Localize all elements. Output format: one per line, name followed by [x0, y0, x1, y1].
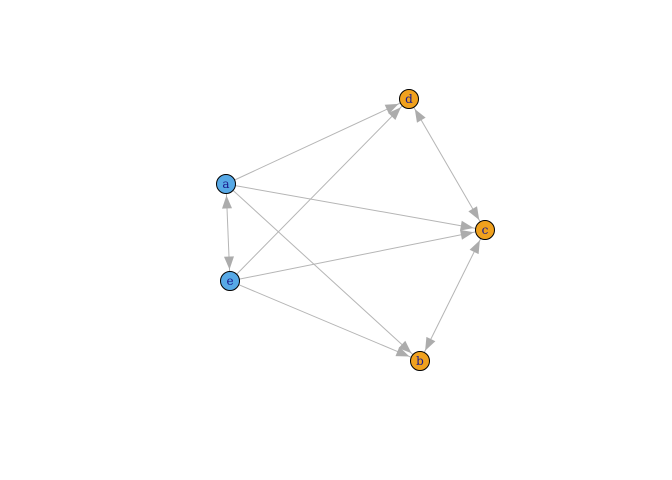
node-c — [475, 220, 495, 240]
arrowhead-into-c-from-b — [469, 240, 480, 255]
arrowhead-into-c-from-a — [460, 220, 474, 231]
arrowhead-into-d-from-e — [388, 107, 401, 120]
edge-c-d — [413, 106, 481, 223]
node-d — [399, 89, 419, 109]
node-a — [216, 174, 236, 194]
edge-e-c — [239, 231, 476, 280]
arrowhead-into-a-from-e — [222, 195, 233, 209]
node-b — [410, 351, 430, 371]
node-label-e: e — [226, 274, 233, 288]
arrowhead-into-d-from-a — [384, 103, 399, 114]
edge-e-b — [238, 284, 412, 358]
edge-a-d — [234, 102, 401, 181]
edge-a-c — [235, 185, 476, 229]
node-e — [220, 271, 240, 291]
arrowhead-into-b-from-e — [395, 346, 410, 357]
node-label-b: b — [416, 354, 424, 368]
arrowhead-into-c-from-d — [468, 206, 480, 221]
edge-e-d — [236, 105, 403, 275]
arrowhead-into-d-from-c — [414, 108, 426, 123]
arrowhead-into-c-from-e — [459, 229, 474, 240]
arrowhead-into-b-from-a — [398, 340, 412, 354]
node-label-c: c — [482, 223, 489, 237]
arrowhead-into-b-from-c — [425, 336, 436, 351]
edge-b-c — [423, 238, 482, 353]
node-label-a: a — [222, 177, 229, 191]
edge-a-b — [232, 190, 414, 355]
arrowhead-into-e-from-a — [223, 256, 234, 270]
node-label-d: d — [405, 92, 413, 106]
